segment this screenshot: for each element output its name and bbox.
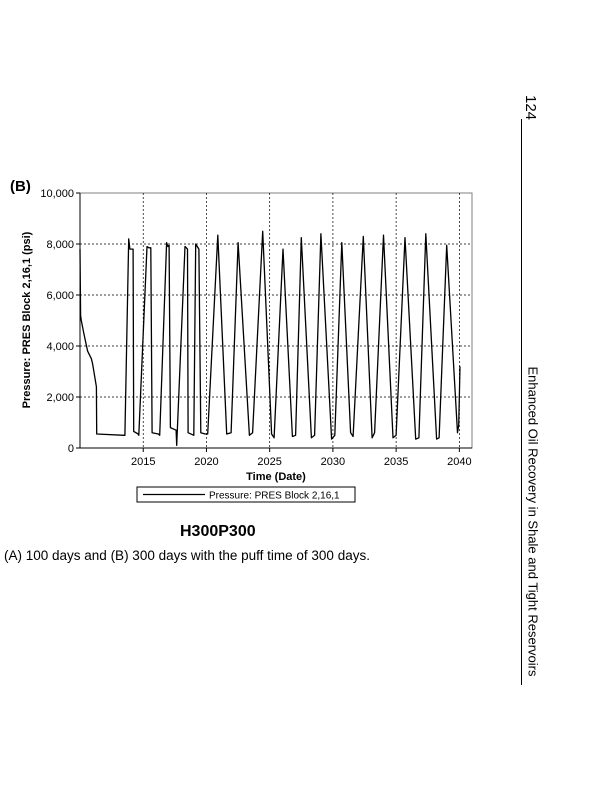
- x-tick-label: 2040: [447, 456, 471, 468]
- x-tick-label: 2025: [257, 456, 281, 468]
- page-number: 124: [522, 94, 540, 121]
- panel-label: (B): [10, 178, 31, 195]
- y-axis-label: Pressure: PRES Block 2,16,1 (psi): [21, 231, 33, 408]
- x-tick-label: 2020: [194, 456, 218, 468]
- legend-box: [136, 486, 356, 503]
- x-axis-ticks: 2015 2020 2025 2030 2035 2040: [131, 448, 472, 468]
- x-axis-label: Time (Date): [246, 471, 306, 483]
- y-tick-label: 4,000: [46, 341, 74, 353]
- pressure-series-line: [79, 230, 461, 447]
- y-tick-label: 0: [68, 443, 74, 455]
- y-tick-label: 6,000: [46, 290, 74, 302]
- x-tick-label: 2030: [321, 456, 345, 468]
- margin-rule: [521, 119, 522, 685]
- y-tick-label: 10,000: [40, 188, 74, 200]
- figure-caption: (A) 100 days and (B) 300 days with the p…: [4, 548, 370, 563]
- legend: Pressure: PRES Block 2,16,1: [136, 486, 356, 503]
- x-tick-label: 2015: [131, 456, 155, 468]
- pressure-chart: 0 2,000 4,000 6,000 8,000 10,000 2015 2020 2025…: [21, 188, 473, 503]
- figure-title: H300P300: [180, 523, 256, 540]
- y-tick-label: 8,000: [46, 239, 74, 251]
- x-tick-label: 2035: [384, 456, 408, 468]
- y-tick-label: 2,000: [46, 392, 74, 404]
- y-axis-ticks: 0 2,000 4,000 6,000 8,000 10,000: [40, 188, 80, 455]
- legend-label: Pressure: PRES Block 2,16,1: [209, 491, 340, 502]
- running-head: Enhanced Oil Recovery in Shale and Tight…: [525, 366, 541, 677]
